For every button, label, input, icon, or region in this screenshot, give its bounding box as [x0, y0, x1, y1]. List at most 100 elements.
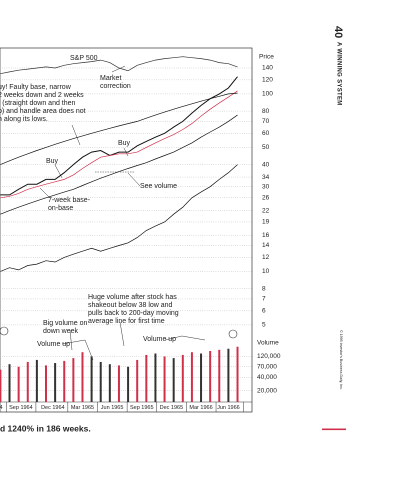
- annotation: 2 weeks down and 2 weeks: [0, 92, 84, 99]
- marker-icon: [0, 326, 9, 336]
- x-tick-label: Sep 1965: [130, 405, 154, 411]
- annotation: average line for first time: [88, 318, 165, 325]
- arrow: [119, 321, 125, 347]
- annotation: r (straight down and then: [0, 100, 76, 107]
- annotation: Buy: [118, 140, 131, 147]
- y-tick-label: 5: [262, 322, 266, 329]
- series-line: [0, 164, 238, 272]
- x-tick-label: Mar 1966: [189, 405, 212, 411]
- y-tick-label: 7: [262, 296, 266, 303]
- volume-bar: [63, 360, 66, 402]
- volume-tick-label: 20,000: [257, 387, 277, 394]
- annotation: Volume up: [37, 341, 70, 348]
- volume-bar: [181, 354, 184, 402]
- y-tick-label: 6: [262, 308, 266, 315]
- y-tick-label: 40: [262, 161, 270, 168]
- annotation: See volume: [140, 183, 177, 190]
- volume-bar: [72, 358, 75, 402]
- volume-bar: [145, 354, 148, 402]
- y-tick-label: 70: [262, 118, 270, 125]
- annotation: p) and handle area does not: [0, 108, 86, 115]
- volume-bar: [127, 366, 130, 402]
- arrow: [111, 65, 126, 73]
- arrow: [61, 339, 94, 361]
- volume-bar: [81, 352, 84, 402]
- volume-tick-label: 70,000: [257, 363, 277, 370]
- annotation: Big volume on: [43, 320, 87, 327]
- running-head: A WINNING SYSTEM: [335, 42, 341, 106]
- x-tick-label: Dec 1964: [41, 405, 65, 411]
- volume-bar: [54, 363, 57, 402]
- y-tick-label: 22: [262, 207, 270, 214]
- y-tick-label: 80: [262, 108, 270, 115]
- x-tick-label: Jun 1964: [0, 405, 3, 411]
- arrow: [71, 124, 81, 146]
- volume-bar: [117, 365, 120, 402]
- annotation: n along its lows.: [0, 116, 48, 123]
- series-line: [0, 56, 238, 75]
- annotation: Volume up: [143, 336, 176, 343]
- y-tick-label: 34: [262, 174, 270, 181]
- annotation: Market: [100, 75, 121, 82]
- volume-bar: [45, 365, 47, 402]
- volume-tick-label: 40,000: [257, 374, 277, 381]
- volume-bar: [90, 356, 93, 402]
- arrow: [39, 187, 51, 199]
- arrow: [164, 335, 206, 341]
- arrow: [127, 172, 141, 187]
- series-label: S&P 500: [70, 55, 98, 62]
- volume-bar: [227, 348, 230, 402]
- volume-axis-label: Volume: [257, 340, 279, 347]
- x-tick-label: Mar 1965: [71, 405, 94, 411]
- series-line: [0, 114, 238, 215]
- series-line: [0, 92, 238, 165]
- y-tick-label: 26: [262, 194, 270, 201]
- price-axis-label: Price: [259, 54, 274, 61]
- annotation: on-base: [48, 205, 73, 212]
- volume-tick-label: 120,000: [257, 353, 281, 360]
- page-number: 40: [332, 26, 344, 38]
- arrow: [54, 164, 63, 179]
- volume-bar: [163, 356, 166, 402]
- annotation: correction: [100, 83, 131, 90]
- volume-bar: [108, 364, 111, 402]
- y-tick-label: 8: [262, 285, 266, 292]
- volume-bar: [209, 350, 212, 402]
- x-tick-label: Jun 1966: [217, 405, 240, 411]
- volume-bar: [17, 366, 20, 402]
- arrow: [69, 329, 73, 351]
- volume-bar: [0, 369, 2, 402]
- y-tick-label: 10: [262, 268, 270, 275]
- chart-frame: [0, 47, 253, 413]
- y-tick-label: 60: [262, 130, 270, 137]
- rule: [322, 428, 346, 431]
- volume-bar: [154, 353, 157, 402]
- series-line: [0, 90, 238, 199]
- x-tick-label: Jun 1965: [101, 405, 124, 411]
- series-line: [0, 76, 238, 196]
- volume-bar: [99, 361, 102, 402]
- volume-bar: [136, 359, 139, 402]
- volume-bar: [190, 352, 193, 402]
- y-tick-label: 100: [262, 91, 273, 98]
- copyright: © 1995 Investor's Business Daily, Inc.: [339, 330, 343, 390]
- y-tick-label: 50: [262, 144, 270, 151]
- caption: d 1240% in 186 weeks.: [0, 423, 91, 433]
- x-tick-label: Sep 1964: [9, 405, 33, 411]
- annotation: down week: [43, 328, 79, 335]
- y-tick-label: 12: [262, 254, 270, 261]
- volume-bar: [35, 359, 38, 402]
- y-tick-label: 19: [262, 219, 270, 226]
- marker-icon: [228, 329, 238, 339]
- volume-bar: [236, 346, 239, 402]
- volume-bar: [26, 361, 29, 402]
- volume-bar: [218, 349, 221, 402]
- annotation: Buy: [46, 158, 59, 165]
- y-tick-label: 14: [262, 242, 270, 249]
- annotation: uy! Faulty base, narrow: [0, 84, 72, 91]
- annotation: Huge volume after stock has: [88, 294, 177, 301]
- volume-bar: [172, 358, 175, 402]
- volume-bar: [8, 364, 11, 402]
